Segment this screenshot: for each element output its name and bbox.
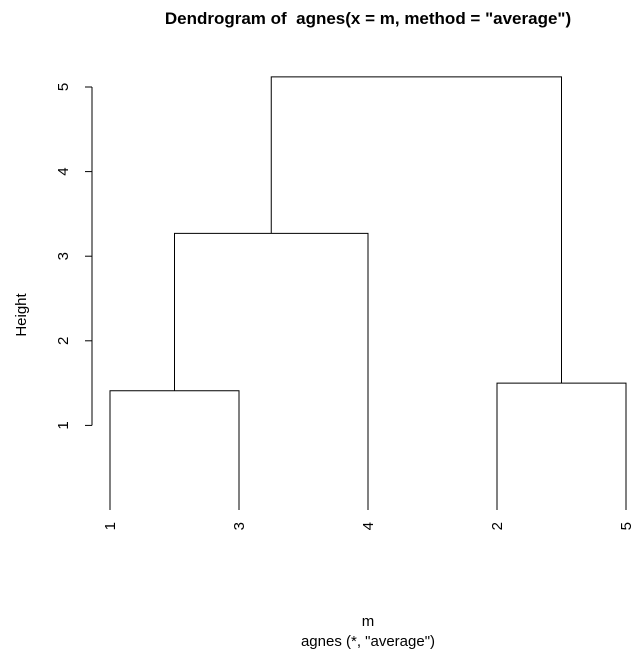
dendrogram-branches <box>109 76 627 510</box>
y-ticks: 1 2 3 4 5 <box>55 83 92 430</box>
leaf-label: 4 <box>360 522 377 530</box>
y-axis-label: Height <box>13 292 30 336</box>
chart-subtitle: agnes (*, "average") <box>301 633 435 650</box>
y-tick-label: 1 <box>55 421 72 429</box>
leaf-label: 3 <box>231 522 248 530</box>
chart-title: Dendrogram of agnes(x = m, method = "ave… <box>165 9 571 28</box>
merge-branch <box>270 76 562 384</box>
y-tick-label: 2 <box>55 337 72 345</box>
y-tick-label: 3 <box>55 252 72 260</box>
leaf-label: 5 <box>618 522 633 530</box>
leaf-labels: 1 3 4 2 5 <box>102 522 633 530</box>
leaf-label: 2 <box>489 522 506 530</box>
merge-branch <box>109 390 240 510</box>
merge-branch <box>496 382 627 510</box>
merge-branch <box>174 232 369 510</box>
y-tick-label: 4 <box>55 167 72 175</box>
y-tick-label: 5 <box>55 83 72 91</box>
leaf-label: 1 <box>102 522 119 530</box>
x-axis-label: m <box>362 613 375 630</box>
